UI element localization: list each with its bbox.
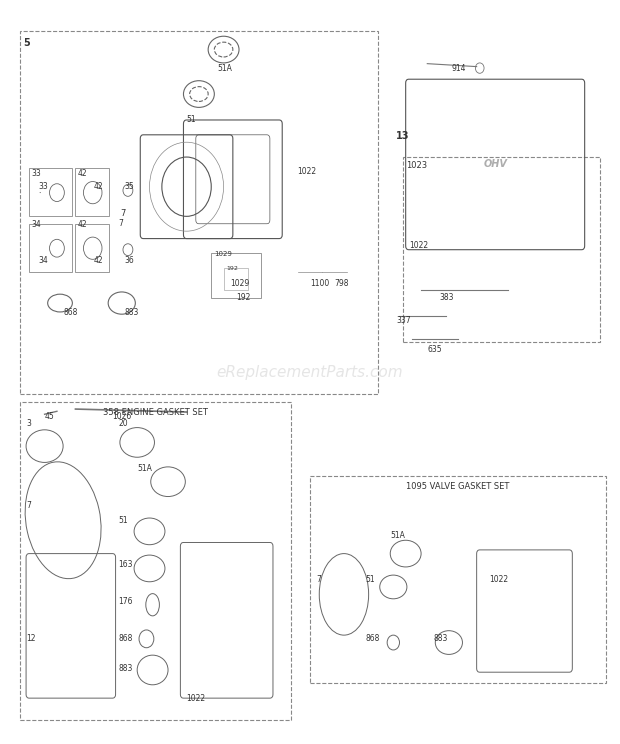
Text: 51: 51	[366, 575, 375, 584]
Text: OHV: OHV	[483, 159, 507, 170]
Text: 51: 51	[187, 115, 196, 124]
Text: 192: 192	[227, 266, 239, 272]
Text: 34: 34	[38, 257, 48, 266]
Text: 7: 7	[26, 501, 31, 510]
Text: 868: 868	[118, 635, 133, 644]
Text: 35: 35	[125, 182, 135, 191]
Text: 7: 7	[118, 219, 123, 228]
Text: 1095 VALVE GASKET SET: 1095 VALVE GASKET SET	[407, 481, 510, 491]
Text: 635: 635	[427, 345, 442, 354]
Text: 1026: 1026	[112, 412, 131, 421]
Bar	[29, 168, 73, 217]
Text: 337: 337	[396, 315, 411, 324]
Text: 358 ENGINE GASKET SET: 358 ENGINE GASKET SET	[104, 408, 208, 417]
Text: 192: 192	[236, 293, 250, 302]
Bar	[402, 157, 600, 342]
Text: 883: 883	[433, 635, 448, 644]
Text: 7: 7	[120, 209, 126, 218]
Text: 33: 33	[38, 182, 48, 191]
Bar	[310, 475, 606, 683]
Text: 383: 383	[440, 293, 454, 302]
Text: 868: 868	[366, 635, 380, 644]
Text: 51A: 51A	[137, 464, 152, 473]
Text: 5: 5	[23, 39, 30, 48]
Text: 34: 34	[31, 220, 41, 229]
Text: 1023: 1023	[405, 161, 427, 170]
Text: 914: 914	[452, 63, 466, 73]
Text: 51A: 51A	[390, 530, 405, 539]
Text: 42: 42	[94, 182, 104, 191]
Text: 1100: 1100	[310, 278, 329, 287]
Bar	[224, 269, 248, 290]
Text: 36: 36	[125, 257, 135, 266]
Text: 1022: 1022	[187, 693, 206, 702]
Text: 1022: 1022	[489, 575, 508, 584]
Text: 12: 12	[26, 635, 35, 644]
Text: 42: 42	[78, 169, 87, 178]
Text: eReplacementParts.com: eReplacementParts.com	[216, 365, 404, 379]
Bar	[76, 168, 109, 217]
Text: 51: 51	[118, 516, 128, 525]
Text: 868: 868	[63, 308, 78, 317]
Text: 1022: 1022	[298, 167, 317, 176]
Text: 883: 883	[118, 664, 133, 673]
Text: 7: 7	[316, 575, 321, 584]
Bar	[20, 31, 378, 394]
Text: 798: 798	[335, 278, 349, 287]
Text: 1029: 1029	[230, 278, 249, 287]
Bar	[20, 402, 291, 720]
Text: 45: 45	[45, 412, 55, 421]
Text: 163: 163	[118, 560, 133, 569]
Text: 1022: 1022	[409, 242, 428, 251]
Text: 176: 176	[118, 597, 133, 606]
Bar	[211, 254, 260, 298]
Text: 3: 3	[26, 420, 31, 429]
Text: 33: 33	[31, 169, 41, 178]
Text: 51A: 51A	[218, 63, 232, 73]
Bar	[76, 224, 109, 272]
Bar	[29, 224, 73, 272]
Text: 20: 20	[118, 420, 128, 429]
Text: 1029: 1029	[215, 251, 232, 257]
Text: 883: 883	[125, 308, 140, 317]
Text: 42: 42	[94, 257, 104, 266]
Text: 42: 42	[78, 220, 87, 229]
Text: 13: 13	[396, 131, 410, 141]
